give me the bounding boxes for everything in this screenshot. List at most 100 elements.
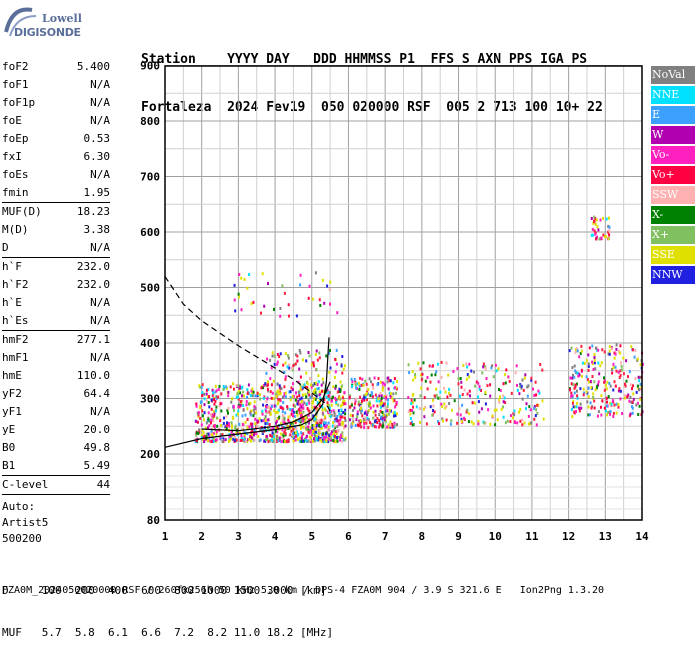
echo-point [617,349,620,353]
legend-item: Vo- [651,146,695,164]
echo-point [308,393,311,397]
echo-point [467,420,470,424]
echo-point [493,408,496,412]
echo-point [300,426,302,430]
echo-point [237,384,240,388]
echo-point [332,385,335,389]
echo-point [282,401,285,405]
echo-point [391,425,394,428]
echo-point [520,386,523,390]
echo-point [381,416,384,420]
echo-point [265,438,268,441]
echo-point [266,387,269,391]
echo-point [366,410,369,414]
echo-point [637,375,640,379]
echo-point [351,421,354,425]
echo-point [201,391,204,395]
echo-point [328,414,331,418]
echo-point [421,372,424,376]
echo-point [318,393,321,397]
echo-point [341,403,344,406]
echo-point [330,403,333,407]
echo-point [360,425,363,429]
echo-point [199,406,202,410]
echo-point [362,397,365,401]
echo-point [456,421,459,425]
echo-point [296,395,299,399]
echo-point [231,425,233,429]
echo-point [600,405,602,409]
param-row: hmF2 277.1 [2,331,110,349]
echo-point [292,423,295,427]
echo-point [250,302,253,306]
echo-point [296,413,299,417]
echo-point [371,395,374,398]
param-row: D N/A [2,239,110,257]
echo-point [628,370,631,374]
echo-point [593,399,596,403]
echo-point [318,438,320,442]
echo-point [386,425,389,429]
echo-point [375,399,378,403]
echo-point [632,348,634,352]
echo-point [571,394,574,398]
echo-point [195,431,198,435]
echo-point [309,383,312,387]
echo-point [603,406,606,410]
echo-point [530,421,533,425]
echo-point [228,424,231,428]
echo-point [250,409,253,413]
echo-point [205,435,208,439]
echo-point [530,378,533,382]
echo-point [301,358,304,362]
echo-point [287,438,290,442]
echo-point [597,348,600,352]
echo-point [603,350,606,354]
echo-point [358,424,361,428]
echo-point [614,352,617,356]
echo-point [207,432,210,436]
echo-point [535,393,538,397]
echo-point [323,440,326,443]
echo-point [502,394,505,398]
echo-point [436,362,439,366]
echo-point [274,429,277,433]
echo-point [321,278,324,282]
echo-point [619,351,622,355]
echo-point [578,409,581,413]
echo-point [392,411,395,415]
echo-point [639,375,642,379]
echo-point [314,388,317,391]
echo-point [489,394,492,398]
echo-point [311,439,314,443]
echo-point [611,399,614,403]
echo-point [247,383,250,387]
echo-point [614,384,617,388]
param-name: foF1p [2,96,36,109]
echo-point [334,370,337,374]
echo-point [313,437,315,441]
echo-point [598,372,601,376]
echo-point [250,391,253,394]
parameter-panel: foF2 5.400 foF1 N/A foF1p N/A foE N/A foEp 0.53 fx… [2,58,110,547]
echo-point [246,407,249,411]
echo-point [414,373,417,376]
echo-point [318,298,321,302]
echo-point [617,389,620,393]
echo-point [283,370,286,374]
echo-point [539,363,542,366]
echo-point [209,432,212,436]
x-tick-label: 6 [345,530,352,543]
echo-point [309,395,312,399]
legend-item: E [651,106,695,124]
echo-point [254,417,257,421]
echo-point [288,366,291,370]
echo-point [224,438,227,442]
echo-point [292,364,295,368]
echo-point [336,311,339,315]
echo-point [422,407,425,411]
echo-point [391,396,394,400]
echo-point [379,402,382,406]
echo-point [395,387,398,391]
echo-point [569,388,571,392]
